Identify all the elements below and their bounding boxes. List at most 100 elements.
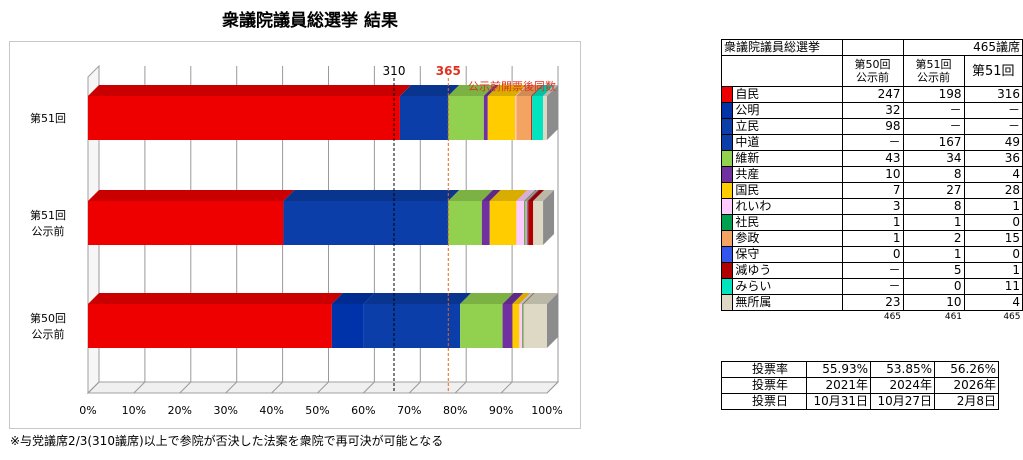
- seat-table-row: 自民 247 198 316: [720, 86, 1023, 103]
- turnout-value: 55.93%: [806, 361, 871, 378]
- seat-count: 10: [902, 294, 965, 311]
- seat-count: 1: [841, 214, 904, 231]
- seat-count: 4: [963, 294, 1023, 311]
- seat-count: 198: [902, 86, 965, 103]
- party-color-swatch: [720, 134, 734, 151]
- seat-table-row: れいわ 3 8 1: [720, 198, 1023, 215]
- bar-segment: [448, 201, 482, 245]
- bar-segment: [448, 96, 484, 140]
- bar-segment-top: [483, 85, 499, 96]
- seat-table-row: 中道－ 167 49: [720, 134, 1023, 151]
- bar-segment-top: [531, 85, 544, 96]
- party-name: 減ゆう: [732, 262, 843, 279]
- x-tick-label: 100%: [531, 404, 562, 417]
- bar-end-face: [543, 190, 555, 245]
- gridline-floor: [454, 381, 467, 394]
- party-color-swatch: [720, 214, 734, 231]
- seat-count: －: [902, 102, 965, 119]
- seat-table-row: 保守 0 1 0: [720, 246, 1023, 263]
- party-color-swatch: [720, 86, 734, 103]
- bar-segment: [524, 304, 547, 348]
- bar-segment: [523, 304, 525, 348]
- bar-segment-top: [524, 293, 558, 304]
- reference-line-label: 310: [383, 64, 406, 78]
- turnout-table-row: 投票年 2021年 2024年 2026年: [721, 377, 999, 394]
- turnout-value: 2024年: [870, 377, 935, 394]
- bar-segment-top: [88, 293, 343, 304]
- bar-segment-top: [516, 190, 536, 201]
- seat-count: 98: [841, 118, 904, 135]
- bar-segment-top: [522, 293, 535, 304]
- seat-count: 316: [963, 86, 1023, 103]
- bar-segment: [489, 201, 517, 245]
- seat-total: 465: [883, 312, 902, 322]
- seat-table-header-row: 第50回 公示前 第51回 公示前 第51回: [721, 55, 1023, 87]
- column-header: 第50回 公示前: [841, 55, 904, 87]
- bar-segment-top: [489, 190, 528, 201]
- category-label: 公示前: [32, 224, 65, 238]
- bar-segment-top: [512, 293, 531, 304]
- turnout-value: 2026年: [934, 377, 999, 394]
- bar-segment: [283, 201, 449, 245]
- seat-count: 0: [841, 246, 904, 263]
- seat-count: －: [841, 134, 904, 151]
- bar-end-face: [547, 293, 558, 348]
- bar-segment-top: [502, 293, 524, 304]
- gridline-floor: [179, 381, 192, 394]
- bar-segment: [528, 201, 534, 245]
- gridline-floor: [271, 381, 283, 394]
- seat-count: 5: [902, 262, 965, 279]
- seat-table-total-seats: 465議席: [902, 39, 1023, 56]
- turnout-table-row: 投票率 55.93% 53.85% 56.26%: [721, 361, 999, 378]
- seat-count: 7: [841, 182, 904, 199]
- bar-segment-top: [460, 293, 514, 304]
- seat-count: －: [902, 118, 965, 135]
- bar-segment-top: [525, 190, 539, 201]
- stacked-bar-chart: 0% 10% 20% 30% 40% 50% 60% 70% 80% 90% 100%第51回第51…: [30, 64, 563, 417]
- bar-segment-top: [516, 85, 543, 96]
- seat-count: 8: [902, 198, 965, 215]
- seat-count: 3: [841, 198, 904, 215]
- party-name: 自民: [732, 86, 843, 103]
- bar-segment-top: [532, 85, 555, 96]
- turnout-value: 2月8日: [934, 393, 999, 410]
- bar-segment-top: [524, 190, 537, 201]
- seat-count: 23: [841, 294, 904, 311]
- seat-count: 2: [902, 230, 965, 247]
- party-color-swatch: [720, 166, 734, 183]
- seat-count: －: [963, 102, 1023, 119]
- party-name: 社民: [732, 214, 843, 231]
- seat-count: 49: [963, 134, 1023, 151]
- gridline-floor: [500, 381, 513, 394]
- x-tick-label: 90%: [489, 404, 513, 417]
- turnout-value: 2021年: [806, 377, 871, 394]
- seat-count: 0: [902, 278, 965, 295]
- x-tick-label: 40%: [259, 404, 283, 417]
- bar-segment-top: [88, 85, 411, 96]
- seat-table-row: 無所属 23 10 4: [720, 294, 1023, 311]
- category-label: 第51回: [30, 208, 66, 222]
- bar-end-face: [547, 85, 558, 140]
- bar-segment-top: [527, 190, 540, 201]
- bar-segment: [487, 96, 516, 140]
- bar-segment: [524, 201, 526, 245]
- bar-segment-top: [399, 85, 460, 96]
- bar-segment-top: [543, 85, 558, 96]
- party-color-swatch: [720, 230, 734, 247]
- x-tick-label: 60%: [351, 404, 375, 417]
- turnout-row-label: 投票率: [721, 361, 807, 378]
- bar-segment-top: [533, 190, 555, 201]
- x-tick-label: 20%: [168, 404, 192, 417]
- turnout-value: 10月31日: [806, 393, 871, 410]
- seat-table-row: 維新 43 34 36: [720, 150, 1023, 167]
- bar-segment: [331, 304, 364, 348]
- seat-count: 32: [841, 102, 904, 119]
- turnout-row-label: 投票年: [721, 377, 807, 394]
- seat-table-title: 衆議院議員総選挙: [721, 39, 843, 56]
- seat-count: 11: [963, 278, 1023, 295]
- bar-segment-top: [481, 190, 501, 201]
- chart-area: 0% 10% 20% 30% 40% 50% 60% 70% 80% 90% 100% 第51回 第51…: [9, 41, 581, 429]
- bar-segment: [527, 201, 529, 245]
- party-color-swatch: [720, 102, 734, 119]
- x-tick-label: 0%: [79, 404, 96, 417]
